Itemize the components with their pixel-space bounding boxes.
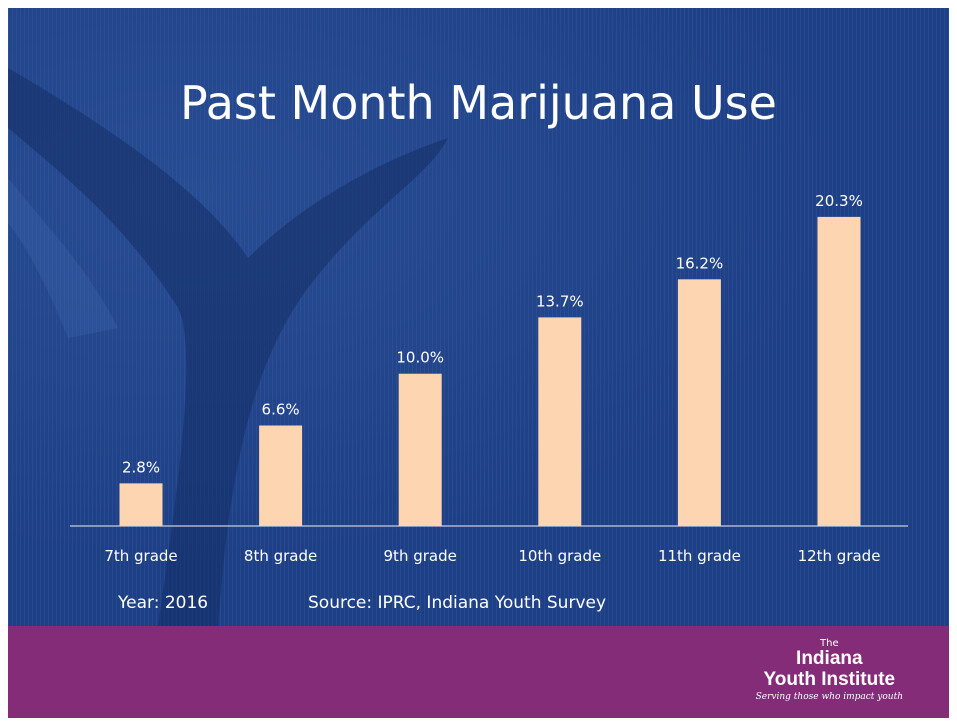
x-tick-label-6: 12th grade [798, 547, 881, 565]
chart-title: Past Month Marijuana Use [180, 76, 777, 130]
data-label-4: 13.7% [536, 292, 584, 310]
logo-name-line1: Indiana [796, 648, 863, 669]
data-label-6: 20.3% [815, 192, 863, 210]
x-tick-label-2: 8th grade [244, 547, 317, 565]
bar-6 [817, 216, 861, 527]
bar-4 [538, 317, 582, 526]
logo-the: The [820, 638, 839, 649]
x-tick-label-4: 10th grade [518, 547, 601, 565]
year-note: Year: 2016 [118, 593, 209, 613]
x-tick-label-5: 11th grade [658, 547, 741, 565]
logo-tagline: Serving those who impact youth [755, 692, 903, 702]
x-tick-label-3: 9th grade [384, 547, 457, 565]
data-label-1: 2.8% [122, 458, 160, 476]
data-label-5: 16.2% [676, 254, 724, 272]
bar-chart: 2.8% 7th grade 6.6% 8th grade 10.0% 9th grade… [70, 192, 908, 565]
bar-3 [398, 373, 442, 526]
data-label-3: 10.0% [396, 349, 444, 367]
background-swoosh [8, 68, 448, 626]
indiana-youth-institute-logo: The Indiana Youth Institute Serving thos… [756, 638, 903, 704]
footer-band: The Indiana Youth Institute Serving thos… [8, 626, 949, 718]
logo-name-line2: Youth Institute [763, 669, 896, 690]
bar-2 [259, 425, 303, 526]
x-tick-label-1: 7th grade [104, 547, 177, 565]
bar-5 [677, 279, 721, 526]
slide: Past Month Marijuana Use 2.8% 7th grade 6.… [8, 8, 949, 718]
source-note: Source: IPRC, Indiana Youth Survey [308, 593, 607, 613]
chart-background: Past Month Marijuana Use 2.8% 7th grade 6.… [8, 8, 949, 626]
bar-1 [119, 483, 163, 526]
data-label-2: 6.6% [262, 401, 300, 419]
